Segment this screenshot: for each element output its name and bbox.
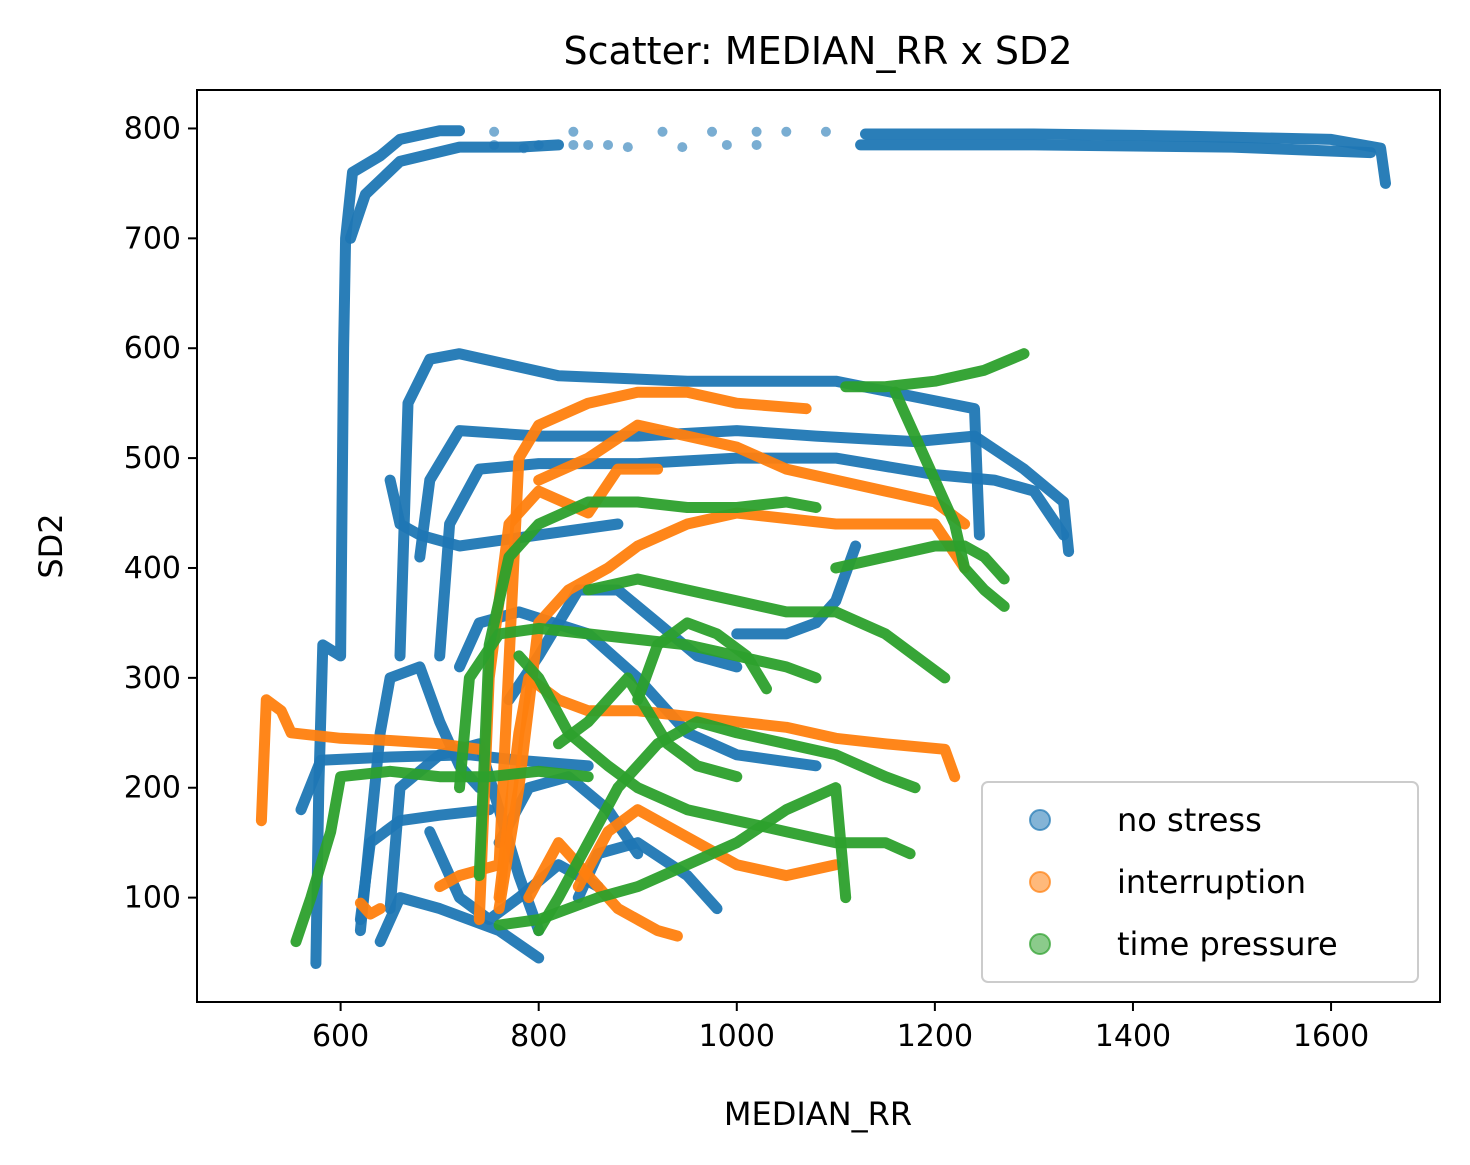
series-time-pressure <box>290 348 1030 948</box>
y-tick-label: 800 <box>124 111 181 146</box>
scatter-point <box>489 139 500 150</box>
legend-marker <box>1029 933 1051 955</box>
x-tick-label: 1200 <box>897 1019 973 1054</box>
scatter-point <box>518 143 529 154</box>
chart-title: Scatter: MEDIAN_RR x SD2 <box>563 29 1072 73</box>
scatter-point <box>533 139 544 150</box>
x-tick-label: 1000 <box>699 1019 775 1054</box>
series-path <box>582 573 951 684</box>
scatter-point <box>622 142 633 153</box>
series-path <box>731 540 862 640</box>
legend-label: time pressure <box>1117 925 1338 963</box>
series-path <box>493 782 852 931</box>
series-path <box>354 897 386 920</box>
series-path <box>394 348 985 662</box>
y-tick-label: 300 <box>124 661 181 696</box>
series-path <box>384 474 624 552</box>
x-tick-label: 800 <box>510 1019 567 1054</box>
y-tick-label: 400 <box>124 551 181 586</box>
y-tick-label: 200 <box>124 771 181 806</box>
legend-label: interruption <box>1117 863 1306 901</box>
series-path <box>840 348 1030 393</box>
scatter-point <box>677 142 688 153</box>
series-path <box>855 139 1377 159</box>
series-path <box>632 617 772 706</box>
scatter-point <box>603 139 614 150</box>
legend-marker <box>1029 871 1051 893</box>
series-path <box>553 672 743 783</box>
series-path <box>493 507 971 915</box>
x-tick-label: 1400 <box>1095 1019 1171 1054</box>
x-tick-label: 1600 <box>1293 1019 1369 1054</box>
x-axis-label: MEDIAN_RR <box>724 1095 912 1133</box>
series-path <box>533 419 971 530</box>
legend-label: no stress <box>1117 801 1262 839</box>
series-path <box>414 425 1075 563</box>
plot-frame <box>196 89 1441 1003</box>
series-path <box>533 716 921 937</box>
scatter-point <box>751 126 762 137</box>
y-axis-ticks: 100 200 300 400 500 600 700 800 <box>124 111 197 916</box>
series-path <box>513 650 916 860</box>
series-path <box>860 128 1391 189</box>
series-path <box>434 452 1070 662</box>
plot-area <box>255 125 1391 969</box>
y-axis-label: SD2 <box>32 513 70 578</box>
scatter-point <box>568 126 579 137</box>
y-tick-label: 700 <box>124 221 181 256</box>
series-path <box>454 622 822 794</box>
scatter-point <box>721 139 732 150</box>
legend-marker <box>1029 809 1051 831</box>
scatter-point <box>751 139 762 150</box>
scatter-point <box>820 126 831 137</box>
legend-box <box>981 781 1419 983</box>
series-path <box>255 694 485 827</box>
scatter-point <box>568 139 579 150</box>
x-tick-label: 600 <box>312 1019 369 1054</box>
series-path <box>290 765 594 948</box>
series-path <box>454 606 822 772</box>
scatter-point <box>657 126 668 137</box>
series-path <box>889 386 1010 612</box>
y-tick-label: 500 <box>124 441 181 476</box>
scatter-point <box>781 126 792 137</box>
y-tick-label: 600 <box>124 331 181 366</box>
scatter-point <box>489 126 500 137</box>
series-path <box>572 804 842 893</box>
y-tick-label: 100 <box>124 881 181 916</box>
x-axis-ticks: 600 800 1000 1200 1400 1600 <box>312 1002 1369 1054</box>
series-path <box>830 540 1010 585</box>
scatter-point <box>707 126 718 137</box>
scatter-point <box>583 139 594 150</box>
series-path <box>295 749 594 816</box>
legend: no stress interruption time pressure <box>981 781 1419 983</box>
series-path <box>473 496 822 882</box>
